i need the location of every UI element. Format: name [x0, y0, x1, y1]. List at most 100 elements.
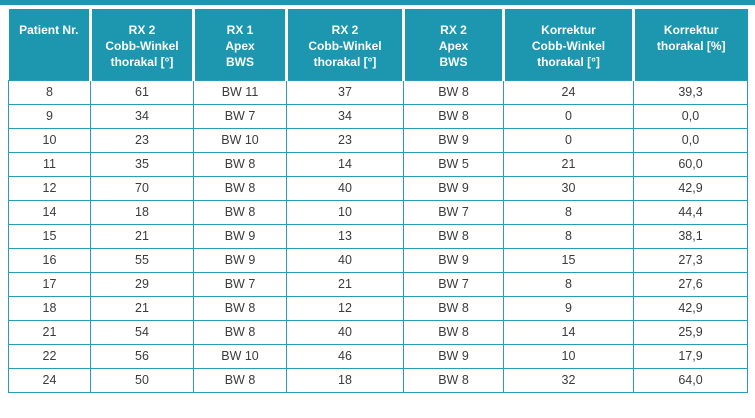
- table-row: 8 61 BW 11 37 BW 8 24 39,3: [8, 79, 748, 105]
- table-header: Patient Nr. RX 2 Cobb-Winkel thorakal [°…: [8, 9, 748, 80]
- header-line: Apex: [438, 39, 469, 53]
- cell-rx1-apex: BW 8: [193, 319, 287, 345]
- cell-korrektur-prozent: 0,0: [633, 127, 748, 153]
- cell-rx2-apex: BW 9: [403, 127, 504, 153]
- cell-rx2-cobb-winkel-1: 23: [90, 127, 194, 153]
- cell-rx1-apex: BW 8: [193, 295, 287, 321]
- cell-korrektur-cobb-winkel: 24: [503, 79, 634, 105]
- cell-korrektur-cobb-winkel: 30: [503, 175, 634, 201]
- cell-patient-nr: 18: [8, 295, 91, 321]
- cell-rx2-cobb-winkel-2: 34: [286, 103, 404, 129]
- cell-rx2-cobb-winkel-1: 50: [90, 367, 194, 393]
- cell-rx2-cobb-winkel-1: 35: [90, 151, 194, 177]
- cell-korrektur-prozent: 0,0: [633, 103, 748, 129]
- cell-korrektur-prozent: 44,4: [633, 199, 748, 225]
- table-row: 24 50 BW 8 18 BW 8 32 64,0: [8, 367, 748, 393]
- cell-patient-nr: 9: [8, 103, 91, 129]
- cell-korrektur-prozent: 25,9: [633, 319, 748, 345]
- cell-rx2-cobb-winkel-2: 40: [286, 175, 404, 201]
- cell-patient-nr: 16: [8, 247, 91, 273]
- table-row: 22 56 BW 10 46 BW 9 10 17,9: [8, 343, 748, 369]
- table-row: 17 29 BW 7 21 BW 7 8 27,6: [8, 271, 748, 297]
- cell-rx2-cobb-winkel-2: 37: [286, 79, 404, 105]
- cell-korrektur-cobb-winkel: 0: [503, 103, 634, 129]
- cell-korrektur-prozent: 42,9: [633, 295, 748, 321]
- cell-rx2-cobb-winkel-2: 21: [286, 271, 404, 297]
- table-row: 14 18 BW 8 10 BW 7 8 44,4: [8, 199, 748, 225]
- cell-korrektur-prozent: 27,3: [633, 247, 748, 273]
- cell-korrektur-prozent: 64,0: [633, 367, 748, 393]
- cell-patient-nr: 11: [8, 151, 91, 177]
- cell-patient-nr: 17: [8, 271, 91, 297]
- cell-rx2-apex: BW 8: [403, 295, 504, 321]
- cell-patient-nr: 10: [8, 127, 91, 153]
- cell-rx1-apex: BW 8: [193, 151, 287, 177]
- header-line: RX 1: [226, 23, 254, 37]
- header-line: thorakal [°]: [110, 55, 174, 69]
- cell-rx2-apex: BW 8: [403, 223, 504, 249]
- cell-korrektur-cobb-winkel: 32: [503, 367, 634, 393]
- table-row: 11 35 BW 8 14 BW 5 21 60,0: [8, 151, 748, 177]
- cell-rx2-apex: BW 8: [403, 319, 504, 345]
- column-header-patient-nr: Patient Nr.: [8, 9, 91, 80]
- cell-patient-nr: 24: [8, 367, 91, 393]
- cell-rx2-cobb-winkel-1: 21: [90, 295, 194, 321]
- header-line: thorakal [%]: [656, 39, 726, 53]
- cell-rx2-cobb-winkel-2: 23: [286, 127, 404, 153]
- cell-rx2-cobb-winkel-2: 18: [286, 367, 404, 393]
- cell-rx2-apex: BW 8: [403, 367, 504, 393]
- cell-korrektur-prozent: 39,3: [633, 79, 748, 105]
- table-row: 21 54 BW 8 40 BW 8 14 25,9: [8, 319, 748, 345]
- header-line: BWS: [439, 55, 468, 69]
- cell-rx2-cobb-winkel-1: 21: [90, 223, 194, 249]
- cell-rx2-apex: BW 9: [403, 175, 504, 201]
- cell-rx2-cobb-winkel-1: 55: [90, 247, 194, 273]
- cell-patient-nr: 21: [8, 319, 91, 345]
- cell-rx2-cobb-winkel-1: 34: [90, 103, 194, 129]
- header-line: Cobb-Winkel: [105, 39, 179, 53]
- cell-korrektur-cobb-winkel: 15: [503, 247, 634, 273]
- table-row: 16 55 BW 9 40 BW 9 15 27,3: [8, 247, 748, 273]
- cell-rx2-apex: BW 5: [403, 151, 504, 177]
- cell-rx2-cobb-winkel-1: 70: [90, 175, 194, 201]
- cell-rx1-apex: BW 7: [193, 271, 287, 297]
- cell-rx2-cobb-winkel-2: 13: [286, 223, 404, 249]
- column-header-rx2-apex: RX 2 Apex BWS: [402, 9, 504, 80]
- cell-patient-nr: 22: [8, 343, 91, 369]
- cell-rx1-apex: BW 10: [193, 127, 287, 153]
- cell-rx2-apex: BW 8: [403, 79, 504, 105]
- header-line: RX 2: [331, 23, 359, 37]
- cell-korrektur-prozent: 27,6: [633, 271, 748, 297]
- cell-rx1-apex: BW 10: [193, 343, 287, 369]
- cell-patient-nr: 15: [8, 223, 91, 249]
- cell-rx2-apex: BW 7: [403, 199, 504, 225]
- header-line: thorakal [°]: [537, 55, 600, 69]
- cell-korrektur-cobb-winkel: 10: [503, 343, 634, 369]
- cell-korrektur-prozent: 38,1: [633, 223, 748, 249]
- table-row: 9 34 BW 7 34 BW 8 0 0,0: [8, 103, 748, 129]
- cell-korrektur-prozent: 42,9: [633, 175, 748, 201]
- table-row: 18 21 BW 8 12 BW 8 9 42,9: [8, 295, 748, 321]
- cell-rx2-cobb-winkel-2: 46: [286, 343, 404, 369]
- cell-rx2-apex: BW 7: [403, 271, 504, 297]
- header-line: RX 2: [440, 23, 467, 37]
- cell-rx1-apex: BW 8: [193, 175, 287, 201]
- cell-rx2-apex: BW 9: [403, 247, 504, 273]
- cell-rx2-cobb-winkel-2: 12: [286, 295, 404, 321]
- cell-korrektur-cobb-winkel: 8: [503, 271, 634, 297]
- header-line: Cobb-Winkel: [531, 39, 606, 53]
- header-line: BWS: [226, 55, 254, 69]
- cell-rx1-apex: BW 8: [193, 199, 287, 225]
- cell-korrektur-cobb-winkel: 0: [503, 127, 634, 153]
- header-line: RX 2: [128, 23, 156, 37]
- top-accent-bar: [0, 0, 755, 5]
- patient-data-table: Patient Nr. RX 2 Cobb-Winkel thorakal [°…: [8, 9, 748, 393]
- cell-rx2-cobb-winkel-1: 61: [90, 79, 194, 105]
- cell-korrektur-cobb-winkel: 8: [503, 199, 634, 225]
- header-line: Korrektur: [541, 23, 596, 37]
- cell-rx1-apex: BW 9: [193, 247, 287, 273]
- column-header-rx2-cobb-winkel-2: RX 2 Cobb-Winkel thorakal [°]: [285, 9, 404, 80]
- cell-rx1-apex: BW 7: [193, 103, 287, 129]
- cell-rx2-cobb-winkel-2: 14: [286, 151, 404, 177]
- table-body: 8 61 BW 11 37 BW 8 24 39,3 9 34 BW 7 34 …: [8, 79, 748, 393]
